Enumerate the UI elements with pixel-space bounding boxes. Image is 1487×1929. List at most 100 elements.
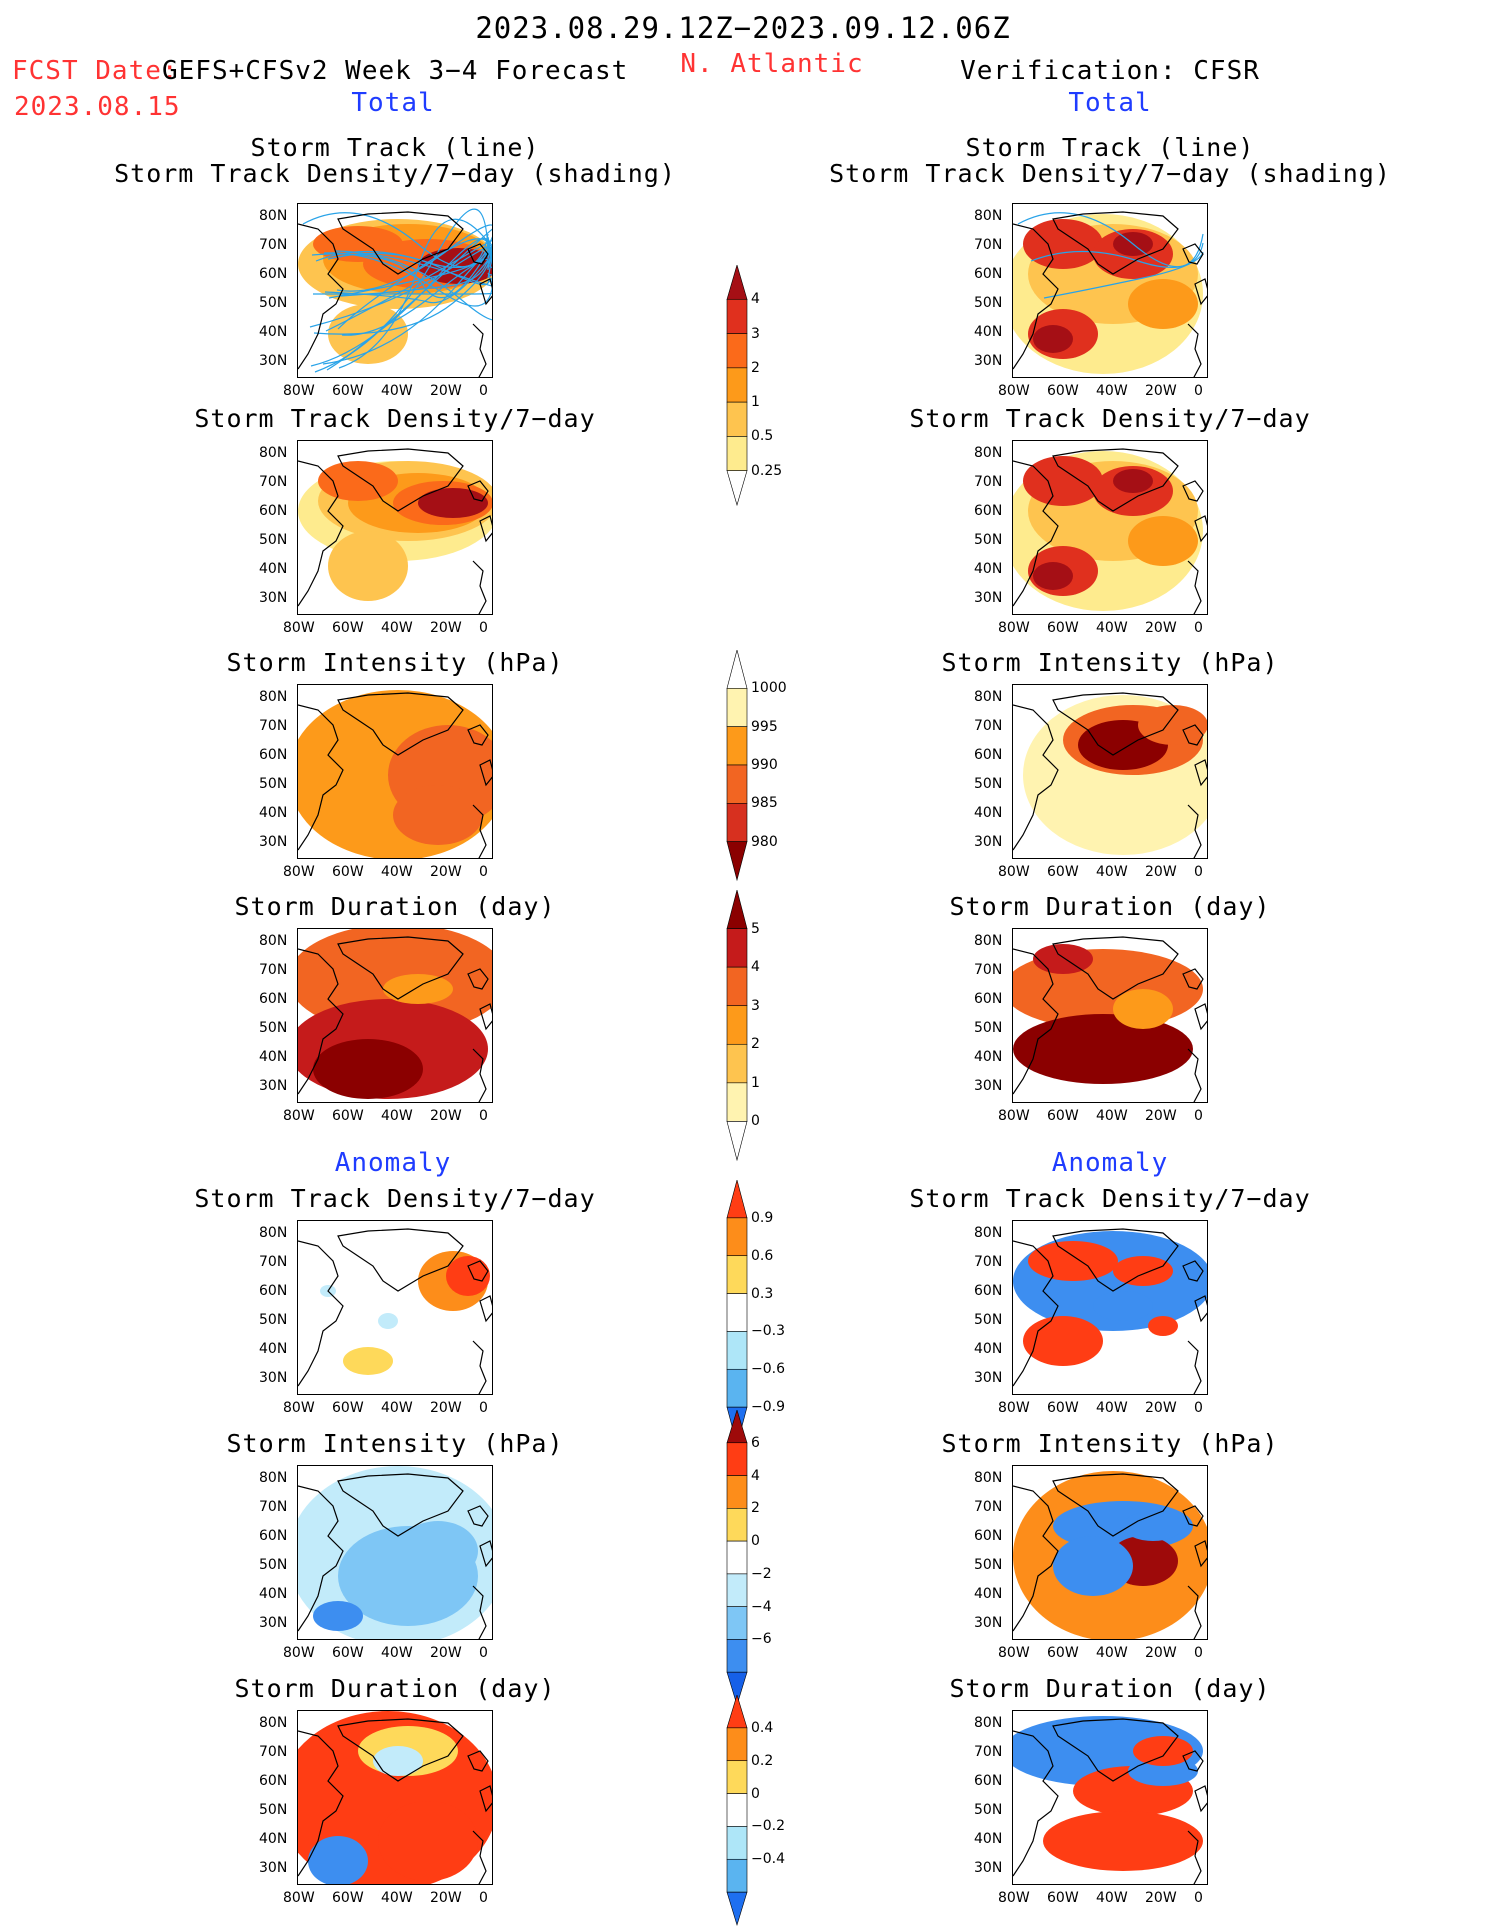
coastline <box>1194 759 1207 787</box>
y-tick-label: 30N <box>974 1860 1003 1876</box>
x-tick-label: 40W <box>1096 620 1128 636</box>
x-tick-label: 20W <box>1145 383 1177 399</box>
coastline <box>1013 948 1059 1095</box>
coastline <box>1194 1003 1207 1031</box>
x-tick-label: 60W <box>332 1890 364 1906</box>
colorbar-label: 0.5 <box>751 428 774 445</box>
shading-region <box>343 1347 393 1375</box>
x-tick-label: 80W <box>998 1890 1030 1906</box>
y-tick-label: 60N <box>974 1773 1003 1789</box>
y-tick-label: 80N <box>259 445 288 461</box>
y-tick-label: 40N <box>259 1831 288 1847</box>
y-tick-label: 60N <box>259 266 288 282</box>
coastline <box>467 243 489 265</box>
coastline <box>472 1048 487 1102</box>
colorbar-segment <box>726 764 748 804</box>
map-panel <box>1012 1710 1208 1885</box>
colorbar-segment <box>726 1475 748 1509</box>
y-tick-label: 80N <box>974 1715 1003 1731</box>
coastline <box>337 692 464 756</box>
shading-region <box>1023 456 1103 506</box>
coastline <box>472 1585 487 1639</box>
coastline <box>472 804 487 858</box>
map-panel <box>297 1465 493 1640</box>
shading-region <box>1028 1241 1118 1281</box>
coastline <box>1013 460 1059 607</box>
y-tick-label: 60N <box>974 1528 1003 1544</box>
colorbar-label: 4 <box>751 291 760 308</box>
map-panel <box>297 684 493 859</box>
colorbar-segment <box>726 367 748 403</box>
x-tick-label: 80W <box>998 1400 1030 1416</box>
y-tick-label: 30N <box>259 1860 288 1876</box>
map-svg <box>298 690 492 858</box>
map-svg <box>1013 692 1207 858</box>
colorbar-label: −6 <box>751 1631 772 1648</box>
shading-region <box>1138 705 1207 745</box>
y-tick-label: 80N <box>259 933 288 949</box>
coastline <box>1052 211 1179 275</box>
shading-region <box>1128 516 1198 566</box>
coastline <box>1187 804 1202 858</box>
y-tick-label: 50N <box>259 295 288 311</box>
y-tick-label: 30N <box>974 1615 1003 1631</box>
x-tick-label: 60W <box>1047 620 1079 636</box>
coastline <box>1052 936 1179 1000</box>
x-tick-label: 20W <box>1145 1108 1177 1124</box>
colorbar-label: 995 <box>751 718 778 735</box>
y-tick-label: 40N <box>974 324 1003 340</box>
x-tick-label: 20W <box>430 620 462 636</box>
shading-region <box>373 1746 423 1776</box>
coastline <box>472 1340 487 1394</box>
x-tick-label: 40W <box>1096 383 1128 399</box>
x-tick-label: 20W <box>430 1400 462 1416</box>
y-tick-label: 70N <box>974 474 1003 490</box>
coastline <box>1052 1228 1179 1292</box>
map-panel <box>1012 1220 1208 1395</box>
x-tick-label: 60W <box>332 1400 364 1416</box>
map-svg <box>298 208 492 377</box>
y-tick-label: 50N <box>974 776 1003 792</box>
shading-region <box>1148 1316 1178 1336</box>
y-tick-label: 70N <box>974 1499 1003 1515</box>
colorbar-segment <box>726 1005 748 1045</box>
y-tick-label: 40N <box>259 324 288 340</box>
y-tick-label: 70N <box>259 718 288 734</box>
x-tick-label: 20W <box>430 864 462 880</box>
y-tick-label: 80N <box>259 208 288 224</box>
y-tick-label: 70N <box>974 237 1003 253</box>
y-tick-label: 40N <box>259 561 288 577</box>
colorbar-label: 1 <box>751 394 760 411</box>
y-tick-label: 70N <box>259 474 288 490</box>
coastline <box>472 323 487 377</box>
shading-region <box>328 531 408 601</box>
colorbar-segment <box>726 1793 748 1827</box>
map-panel <box>1012 1465 1208 1640</box>
map-panel <box>297 1710 493 1885</box>
y-tick-label: 80N <box>259 1470 288 1486</box>
colorbar-segment <box>726 436 748 472</box>
shading-region <box>1093 1291 1153 1321</box>
y-tick-label: 50N <box>259 1802 288 1818</box>
coastline <box>298 948 344 1095</box>
map-svg <box>298 1711 492 1884</box>
y-tick-label: 60N <box>259 1773 288 1789</box>
coastline <box>298 704 344 851</box>
coastline <box>479 1003 492 1031</box>
x-tick-label: 60W <box>1047 1890 1079 1906</box>
colorbar-segment <box>726 1180 748 1219</box>
coastline <box>1013 1485 1059 1632</box>
shading-region <box>378 1801 478 1881</box>
y-tick-label: 70N <box>974 962 1003 978</box>
colorbar-label: 2 <box>751 1036 760 1053</box>
y-tick-label: 70N <box>974 1744 1003 1760</box>
x-tick-label: 80W <box>283 383 315 399</box>
x-tick-label: 60W <box>1047 383 1079 399</box>
shading-region <box>308 1836 368 1884</box>
y-tick-label: 30N <box>974 1370 1003 1386</box>
coastline <box>1182 243 1204 265</box>
colorbar-segment <box>726 1573 748 1607</box>
shading-region <box>318 461 398 501</box>
colorbar-label: 2 <box>751 1500 760 1517</box>
coastline <box>1013 1240 1059 1387</box>
